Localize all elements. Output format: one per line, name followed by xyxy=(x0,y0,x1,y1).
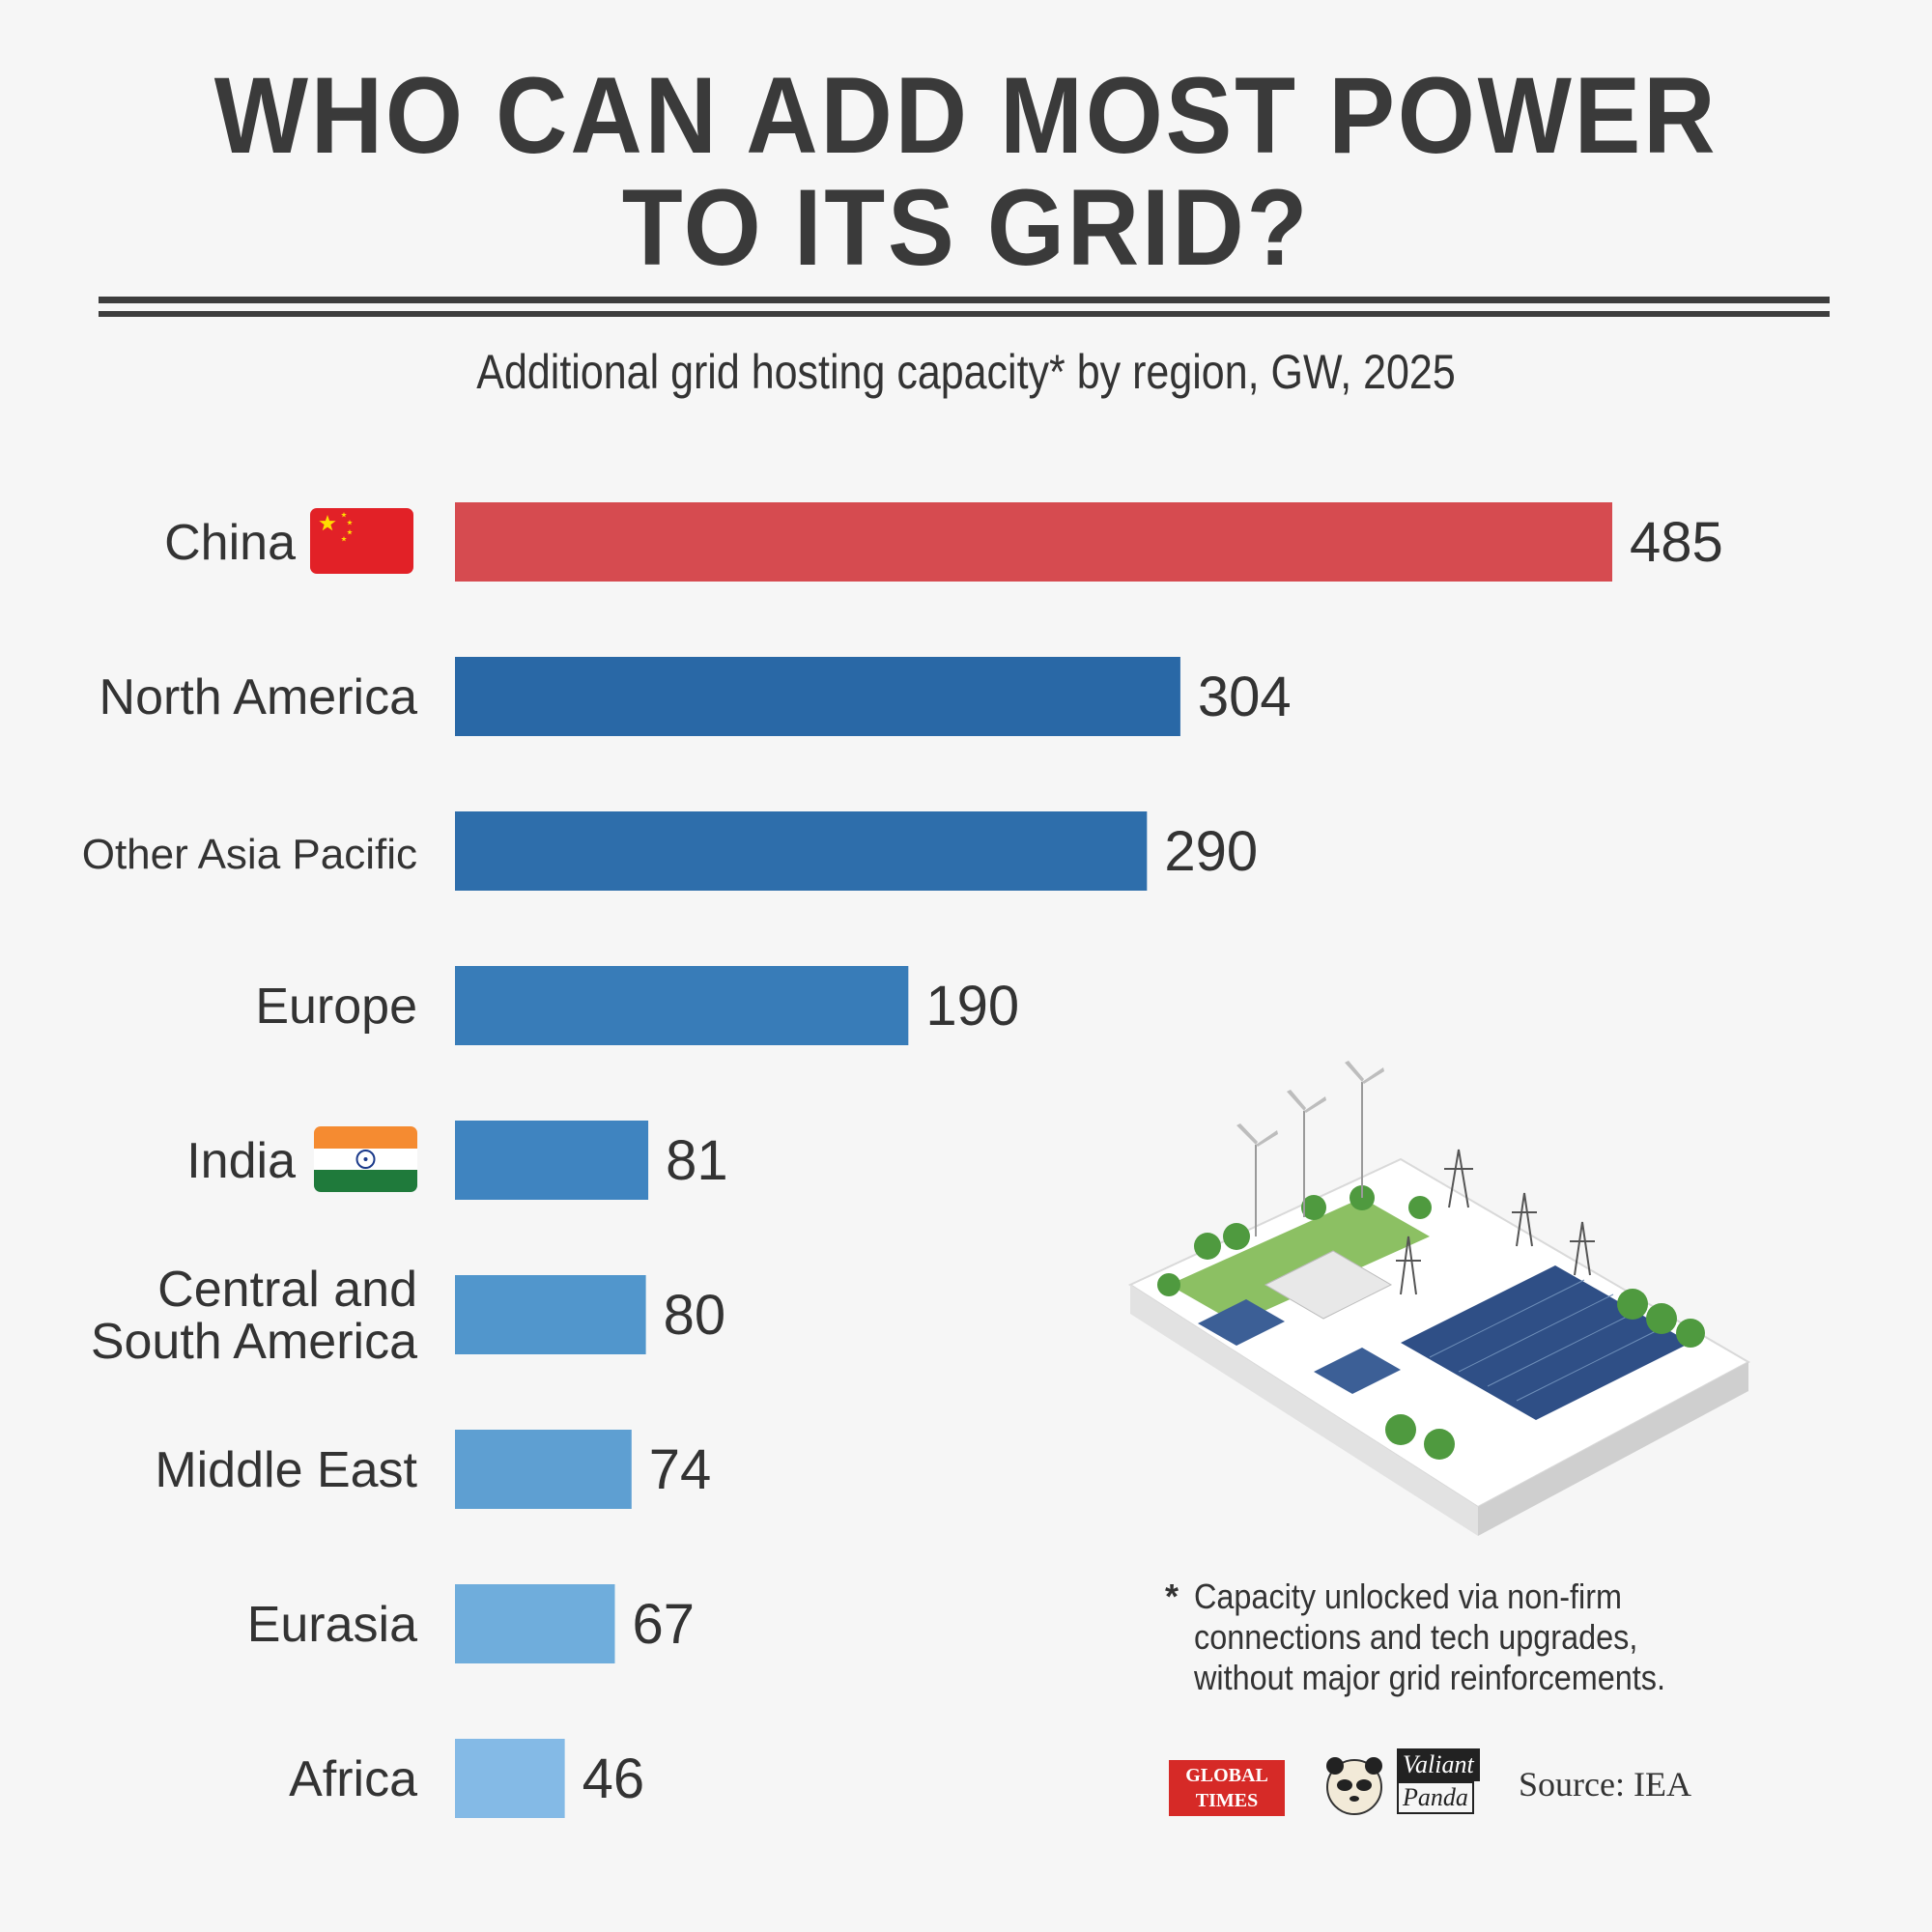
footnote-text: Capacity unlocked via non-firm connectio… xyxy=(1194,1577,1665,1697)
valiant-panda-logo: Valiant Panda xyxy=(1316,1748,1499,1818)
chart-subtitle: Additional grid hosting capacity* by reg… xyxy=(476,345,1456,399)
value-label-china: 485 xyxy=(1630,511,1723,574)
category-label-africa: Africa xyxy=(289,1751,417,1807)
bar-middle-east xyxy=(455,1430,632,1509)
title-line-2: TO ITS GRID? xyxy=(621,167,1311,288)
footnote-marker: * xyxy=(1165,1577,1179,1616)
category-label-eurasia: Eurasia xyxy=(247,1597,417,1653)
bar-eurasia xyxy=(455,1584,615,1663)
source-label: Source: IEA xyxy=(1519,1765,1691,1804)
bar-other-asia-pacific xyxy=(455,811,1148,891)
value-label-central-and-south-america: 80 xyxy=(664,1284,726,1347)
china-flag-icon xyxy=(310,508,413,574)
category-label-india: India xyxy=(186,1133,296,1189)
category-label-north-america: North America xyxy=(99,669,418,725)
value-label-north-america: 304 xyxy=(1198,666,1292,728)
publisher-logos: GLOBAL TIMES Valiant Panda xyxy=(1169,1748,1748,1818)
title-divider-top xyxy=(99,297,1830,303)
category-label-central-and-south-america: Central and xyxy=(157,1262,417,1318)
india-flag-icon xyxy=(314,1126,417,1192)
panda-icon xyxy=(1326,1757,1382,1815)
title-line-1: WHO CAN ADD MOST POWER xyxy=(213,55,1719,176)
value-label-africa: 46 xyxy=(582,1747,645,1810)
global-times-logo: GLOBAL TIMES xyxy=(1169,1760,1285,1816)
value-label-india: 81 xyxy=(666,1129,728,1192)
bar-central-and-south-america xyxy=(455,1275,646,1354)
bar-india xyxy=(455,1121,649,1200)
category-label-central-and-south-america: South America xyxy=(91,1314,417,1370)
value-label-europe: 190 xyxy=(925,975,1019,1037)
bar-north-america xyxy=(455,657,1180,736)
bar-africa xyxy=(455,1739,565,1818)
bar-europe xyxy=(455,966,909,1045)
value-label-other-asia-pacific: 290 xyxy=(1164,820,1258,883)
title-divider-bottom xyxy=(99,311,1830,317)
bar-china xyxy=(455,502,1612,582)
category-label-other-asia-pacific: Other Asia Pacific xyxy=(82,831,417,878)
category-label-middle-east: Middle East xyxy=(155,1442,417,1498)
grid-illustration xyxy=(1127,1061,1751,1536)
category-label-europe: Europe xyxy=(255,979,417,1035)
value-label-middle-east: 74 xyxy=(649,1438,712,1501)
value-label-eurasia: 67 xyxy=(632,1593,695,1656)
chart-title: WHO CAN ADD MOST POWER TO ITS GRID? xyxy=(77,60,1855,284)
category-label-china: China xyxy=(164,515,296,571)
